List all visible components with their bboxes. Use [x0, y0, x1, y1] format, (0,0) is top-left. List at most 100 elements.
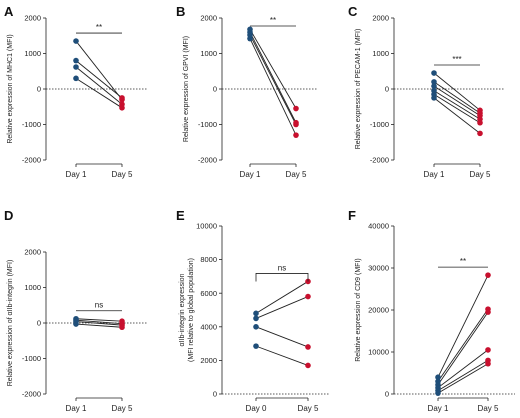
panel-letter: A — [4, 4, 14, 19]
y-tick-label: 0 — [37, 85, 41, 94]
significance-label: ns — [278, 263, 286, 272]
point-first — [253, 324, 259, 330]
point-second — [485, 347, 491, 353]
y-tick-label: -1000 — [22, 120, 41, 129]
y-axis-title: Relative expression of αIIb-integrin (MF… — [7, 260, 14, 387]
pair-line — [433, 72, 481, 111]
pair-line — [249, 38, 297, 136]
pair-line — [255, 281, 309, 314]
panel-letter: B — [176, 4, 185, 19]
y-tick-label: 2000 — [24, 14, 41, 23]
y-tick-label: 0 — [385, 390, 389, 399]
point-second — [119, 105, 125, 111]
y-axis-title: αIIb-integrin expression — [179, 273, 186, 346]
pair-line — [75, 321, 123, 326]
x-category-label: Day 5 — [298, 404, 319, 413]
pair-line — [437, 311, 489, 386]
y-tick-label: 1000 — [24, 283, 41, 292]
significance-bracket — [255, 273, 309, 282]
pair-line — [437, 349, 489, 389]
point-second — [293, 105, 299, 112]
panel-e: E 0 2000 4000 6000 8000 10000 Day 0 Day 5 αIIb-in… — [176, 208, 330, 413]
y-tick-label: 2000 — [200, 356, 217, 365]
pair-line — [249, 29, 297, 109]
point-second — [293, 121, 299, 128]
y-tick-label: -2000 — [22, 390, 41, 399]
pair-line — [433, 97, 481, 134]
point-second — [305, 344, 311, 350]
pair-line — [255, 326, 309, 348]
y-tick-label: 0 — [213, 390, 217, 399]
pair-line — [437, 360, 489, 392]
y-tick-label: 20000 — [368, 306, 389, 315]
y-tick-label: -1000 — [22, 354, 41, 363]
pair-line — [437, 308, 489, 382]
y-tick-label: 8000 — [200, 255, 217, 264]
pair-line — [433, 85, 481, 117]
y-tick-label: 2000 — [24, 248, 41, 257]
pair-line — [249, 31, 297, 123]
point-first — [73, 64, 79, 70]
point-first — [431, 79, 437, 85]
point-second — [119, 95, 125, 101]
panel-letter: C — [348, 4, 358, 19]
pair-line — [433, 90, 481, 120]
panel-a: A -2000 -1000 0 1000 2000 Day 1 Day 5 Relative e… — [4, 4, 148, 179]
point-first — [431, 95, 437, 101]
pair-line — [255, 345, 309, 366]
point-first — [435, 374, 441, 381]
x-category-label: Day 5 — [478, 404, 499, 413]
y-tick-label: -2000 — [370, 156, 389, 165]
panel-letter: F — [348, 208, 356, 223]
y-axis-title: Relative expression of PECAM-1 (MFI) — [355, 29, 362, 150]
y-tick-label: 0 — [213, 85, 217, 94]
point-first — [431, 83, 437, 89]
significance-label: ** — [270, 16, 276, 25]
y-tick-label: -2000 — [22, 156, 41, 165]
pair-line — [75, 40, 123, 100]
x-category-label: Day 1 — [66, 404, 87, 413]
point-first — [73, 321, 79, 327]
x-category-label: Day 1 — [66, 170, 87, 179]
pair-line — [433, 81, 481, 114]
y-tick-label: 10000 — [196, 222, 217, 231]
y-tick-label: 6000 — [200, 289, 217, 298]
y-tick-label: 40000 — [368, 222, 389, 231]
x-category-label: Day 5 — [112, 404, 133, 413]
y-tick-label: 1000 — [200, 49, 217, 58]
panel-d: D -2000 -1000 0 1000 2000 Day 1 Day 5 Relative e… — [4, 208, 148, 413]
point-second — [485, 360, 491, 367]
point-first — [253, 343, 259, 349]
y-axis-subtitle: (MFI relative to global population) — [188, 258, 195, 362]
pair-line — [433, 93, 481, 124]
point-second — [305, 362, 311, 369]
pair-line — [75, 66, 123, 105]
point-first — [435, 390, 441, 396]
point-first — [253, 310, 259, 317]
y-tick-label: 2000 — [372, 14, 389, 23]
x-category-label: Day 5 — [112, 170, 133, 179]
y-axis-title: Relative expression of GPVI (MFI) — [183, 36, 190, 142]
x-category-label: Day 5 — [286, 170, 307, 179]
y-tick-label: 1000 — [372, 49, 389, 58]
point-second — [119, 324, 125, 331]
x-category-label: Day 1 — [240, 170, 261, 179]
significance-label: *** — [452, 55, 461, 64]
significance-label: ** — [460, 257, 466, 266]
significance-label: ns — [95, 301, 103, 310]
pair-line — [75, 60, 123, 99]
y-tick-label: 30000 — [368, 264, 389, 273]
y-tick-label: 0 — [385, 85, 389, 94]
y-axis-title: Relative expression of CD9 (MFI) — [355, 258, 362, 361]
y-tick-label: 4000 — [200, 322, 217, 331]
point-second — [485, 272, 491, 278]
pair-line — [75, 318, 123, 322]
y-tick-label: 0 — [37, 319, 41, 328]
panel-f: F 0 10000 20000 30000 40000 Day 1 Day 5 Relative… — [348, 208, 515, 413]
significance-label: ** — [96, 23, 102, 32]
point-first — [73, 75, 79, 82]
pair-line — [255, 296, 309, 319]
point-second — [477, 119, 483, 126]
y-tick-label: 10000 — [368, 348, 389, 357]
